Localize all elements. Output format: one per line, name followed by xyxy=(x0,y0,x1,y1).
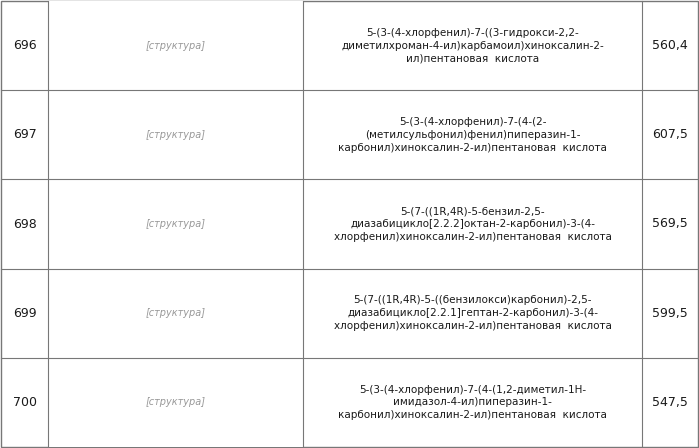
Text: [структура]: [структура] xyxy=(145,130,206,140)
Text: 5-(7-((1R,4R)-5-((бензилокси)карбонил)-2,5-
диазабицикло[2.2.1]гептан-2-карбонил: 5-(7-((1R,4R)-5-((бензилокси)карбонил)-2… xyxy=(333,295,612,331)
Bar xyxy=(48,358,303,447)
Text: 696: 696 xyxy=(13,39,36,52)
Text: 697: 697 xyxy=(13,128,36,141)
Text: 699: 699 xyxy=(13,307,36,320)
Bar xyxy=(48,269,303,358)
Text: 5-(7-((1R,4R)-5-бензил-2,5-
диазабицикло[2.2.2]октан-2-карбонил)-3-(4-
хлорфенил: 5-(7-((1R,4R)-5-бензил-2,5- диазабицикло… xyxy=(333,206,612,242)
Bar xyxy=(48,90,303,179)
Text: 5-(3-(4-хлорфенил)-7-(4-(1,2-диметил-1Н-
имидазол-4-ил)пиперазин-1-
карбонил)хин: 5-(3-(4-хлорфенил)-7-(4-(1,2-диметил-1Н-… xyxy=(338,384,607,420)
Text: 698: 698 xyxy=(13,217,36,231)
Text: [структура]: [структура] xyxy=(145,219,206,229)
Text: 5-(3-(4-хлорфенил)-7-((3-гидрокси-2,2-
диметилхроман-4-ил)карбамоил)хиноксалин-2: 5-(3-(4-хлорфенил)-7-((3-гидрокси-2,2- д… xyxy=(341,28,604,64)
Text: 700: 700 xyxy=(13,396,37,409)
Text: 5-(3-(4-хлорфенил)-7-(4-(2-
(метилсульфонил)фенил)пиперазин-1-
карбонил)хиноксал: 5-(3-(4-хлорфенил)-7-(4-(2- (метилсульфо… xyxy=(338,117,607,153)
Text: 547,5: 547,5 xyxy=(652,396,688,409)
Text: [структура]: [структура] xyxy=(145,41,206,51)
Text: 569,5: 569,5 xyxy=(652,217,688,231)
Text: 599,5: 599,5 xyxy=(652,307,688,320)
Text: [структура]: [структура] xyxy=(145,397,206,407)
Text: 607,5: 607,5 xyxy=(652,128,688,141)
Text: 560,4: 560,4 xyxy=(652,39,688,52)
Bar xyxy=(48,179,303,269)
Bar xyxy=(48,1,303,90)
Text: [структура]: [структура] xyxy=(145,308,206,318)
